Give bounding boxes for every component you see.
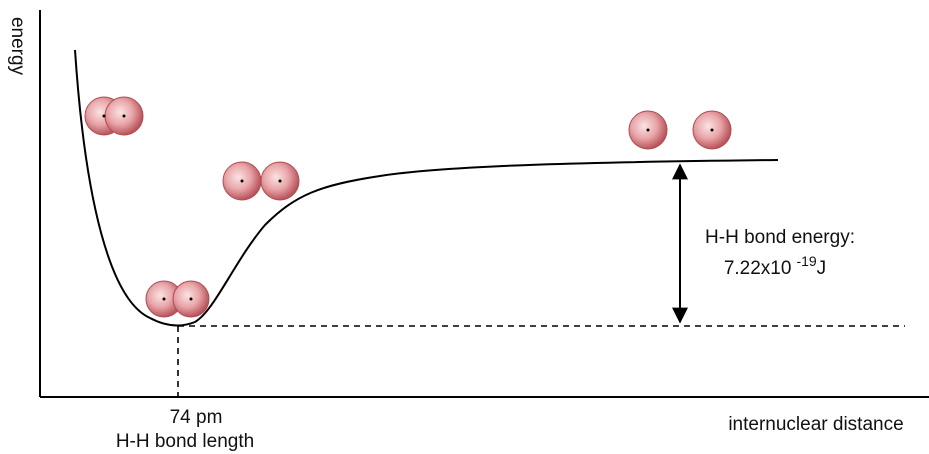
atom-pair-bonded <box>145 280 210 318</box>
y-axis-label: energy <box>7 17 28 76</box>
bond-energy-exponent: -19 <box>796 253 816 269</box>
atom-pair-far <box>628 110 732 150</box>
bond-energy-unit: J <box>817 258 827 279</box>
bond-length-value: 74 pm <box>170 407 223 428</box>
atom-pair-mid <box>222 161 300 201</box>
bond-energy-value: 7.22x10 -19J <box>724 253 826 279</box>
bond-energy-mantissa: 7.22x10 <box>724 258 792 279</box>
atom-pair-close <box>84 96 144 136</box>
energy-curve <box>74 49 779 327</box>
bond-length-label: H-H bond length <box>116 431 254 452</box>
x-axis-label: internuclear distance <box>728 414 903 435</box>
bond-energy-label: H-H bond energy: <box>705 227 855 248</box>
